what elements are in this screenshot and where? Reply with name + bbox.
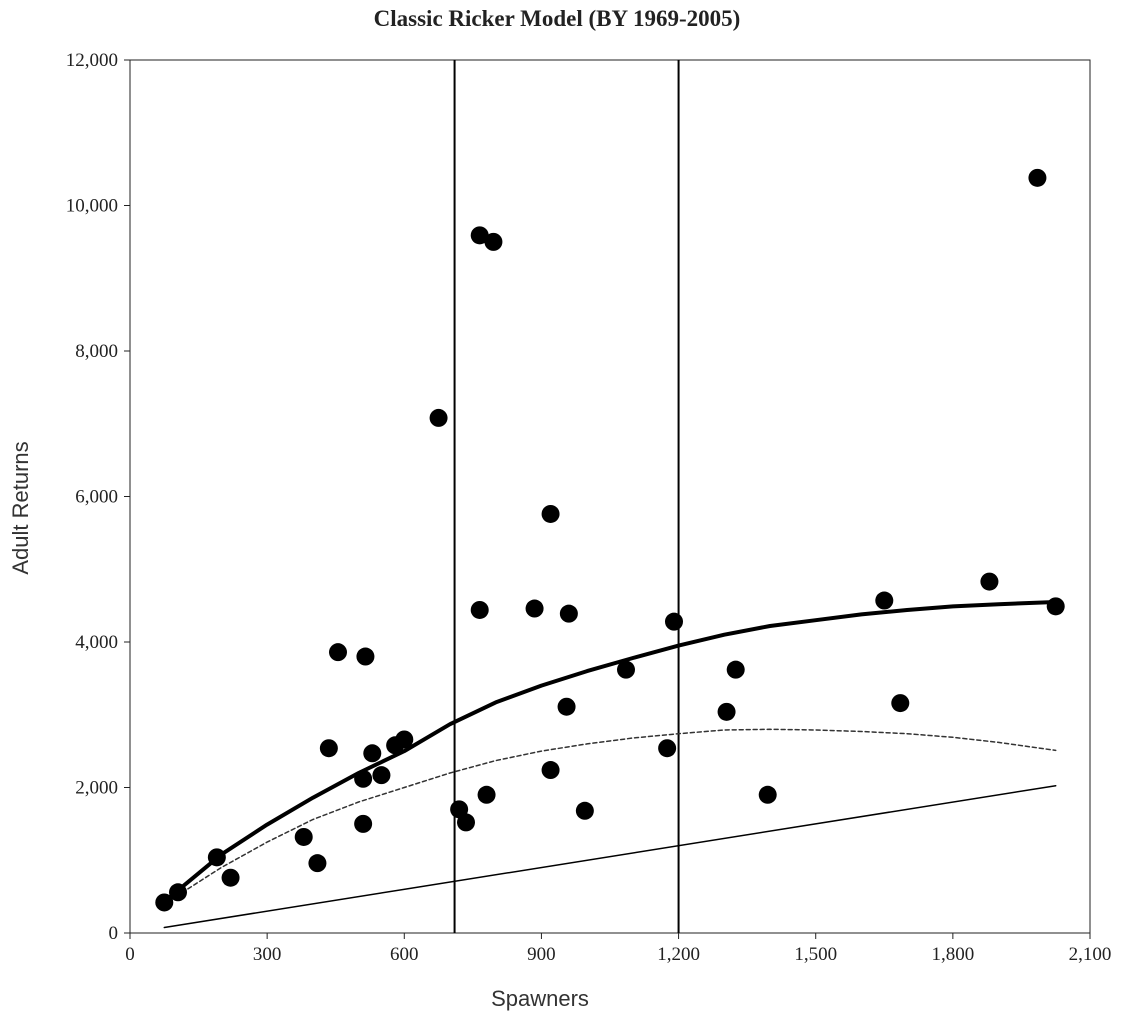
data-point <box>207 848 226 867</box>
series-line-thick-solid <box>162 600 1058 904</box>
data-point <box>557 697 576 716</box>
x-tick-label: 1,200 <box>657 944 700 965</box>
data-point <box>1046 597 1065 616</box>
x-tick-label: 300 <box>253 944 282 965</box>
data-point <box>470 600 489 619</box>
series-line-thin-solid <box>163 784 1057 929</box>
y-tick-label: 6,000 <box>75 487 118 508</box>
reference-lines <box>453 60 680 933</box>
data-point <box>980 572 999 591</box>
data-point <box>294 827 313 846</box>
data-point <box>354 814 373 833</box>
x-tick-label: 900 <box>527 944 556 965</box>
x-axis-label: Spawners <box>491 986 589 1011</box>
chart-title: Classic Ricker Model (BY 1969-2005) <box>374 6 741 31</box>
model-curves <box>162 600 1058 929</box>
data-point <box>329 643 347 662</box>
data-point <box>356 647 375 666</box>
x-tick-label: 1,500 <box>794 944 837 965</box>
y-axis-label: Adult Returns <box>8 441 33 574</box>
data-point <box>559 604 578 623</box>
data-point <box>665 612 683 631</box>
data-point <box>155 893 174 912</box>
data-point <box>354 769 373 788</box>
plot-area <box>129 59 1091 934</box>
y-tick-label: 12,000 <box>66 50 118 71</box>
data-point <box>575 801 594 820</box>
data-point <box>1028 168 1047 187</box>
x-tick-label: 600 <box>390 944 419 965</box>
data-point <box>470 226 489 245</box>
data-points <box>155 168 1065 912</box>
data-point <box>658 739 677 758</box>
data-point <box>541 504 560 523</box>
data-point <box>726 660 745 679</box>
data-point <box>875 591 894 610</box>
data-point <box>457 813 475 832</box>
y-tick-label: 0 <box>109 923 119 944</box>
data-point <box>891 694 910 713</box>
x-tick-label: 1,800 <box>931 944 974 965</box>
data-point <box>484 232 503 251</box>
y-tick-label: 8,000 <box>75 341 118 362</box>
y-tick-label: 10,000 <box>66 196 118 217</box>
data-point <box>717 702 736 721</box>
series-line-dashed <box>163 728 1057 905</box>
x-tick-label: 2,100 <box>1069 944 1112 965</box>
data-point <box>477 785 496 804</box>
y-tick-label: 2,000 <box>75 778 118 799</box>
data-point <box>308 854 327 873</box>
x-axis: 0 300 600 900 1,200 1,500 1,800 2,100 <box>125 933 1111 965</box>
data-point <box>363 744 382 763</box>
data-point <box>525 599 544 618</box>
data-point <box>429 408 448 427</box>
data-point <box>541 761 560 780</box>
data-point <box>758 785 777 804</box>
y-tick-label: 4,000 <box>75 632 118 653</box>
data-point <box>395 730 414 749</box>
data-point <box>221 868 240 887</box>
data-point <box>372 766 391 785</box>
data-point <box>169 883 187 902</box>
y-axis: 0 2,000 4,000 6,000 8,000 10,000 12,000 <box>66 50 130 944</box>
x-tick-label: 0 <box>125 944 135 965</box>
data-point <box>319 739 338 758</box>
data-point <box>617 660 635 679</box>
